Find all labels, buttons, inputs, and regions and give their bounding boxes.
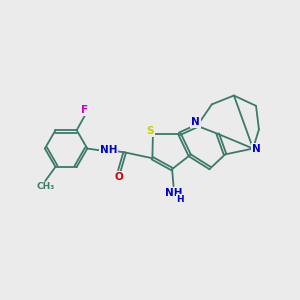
Text: NH: NH bbox=[100, 145, 118, 155]
Text: H: H bbox=[176, 195, 184, 204]
Text: F: F bbox=[81, 105, 88, 115]
Text: CH₃: CH₃ bbox=[36, 182, 54, 191]
Text: N: N bbox=[252, 144, 261, 154]
Text: O: O bbox=[115, 172, 124, 182]
Text: S: S bbox=[146, 126, 154, 136]
Text: NH: NH bbox=[165, 188, 182, 198]
Text: N: N bbox=[191, 117, 200, 127]
